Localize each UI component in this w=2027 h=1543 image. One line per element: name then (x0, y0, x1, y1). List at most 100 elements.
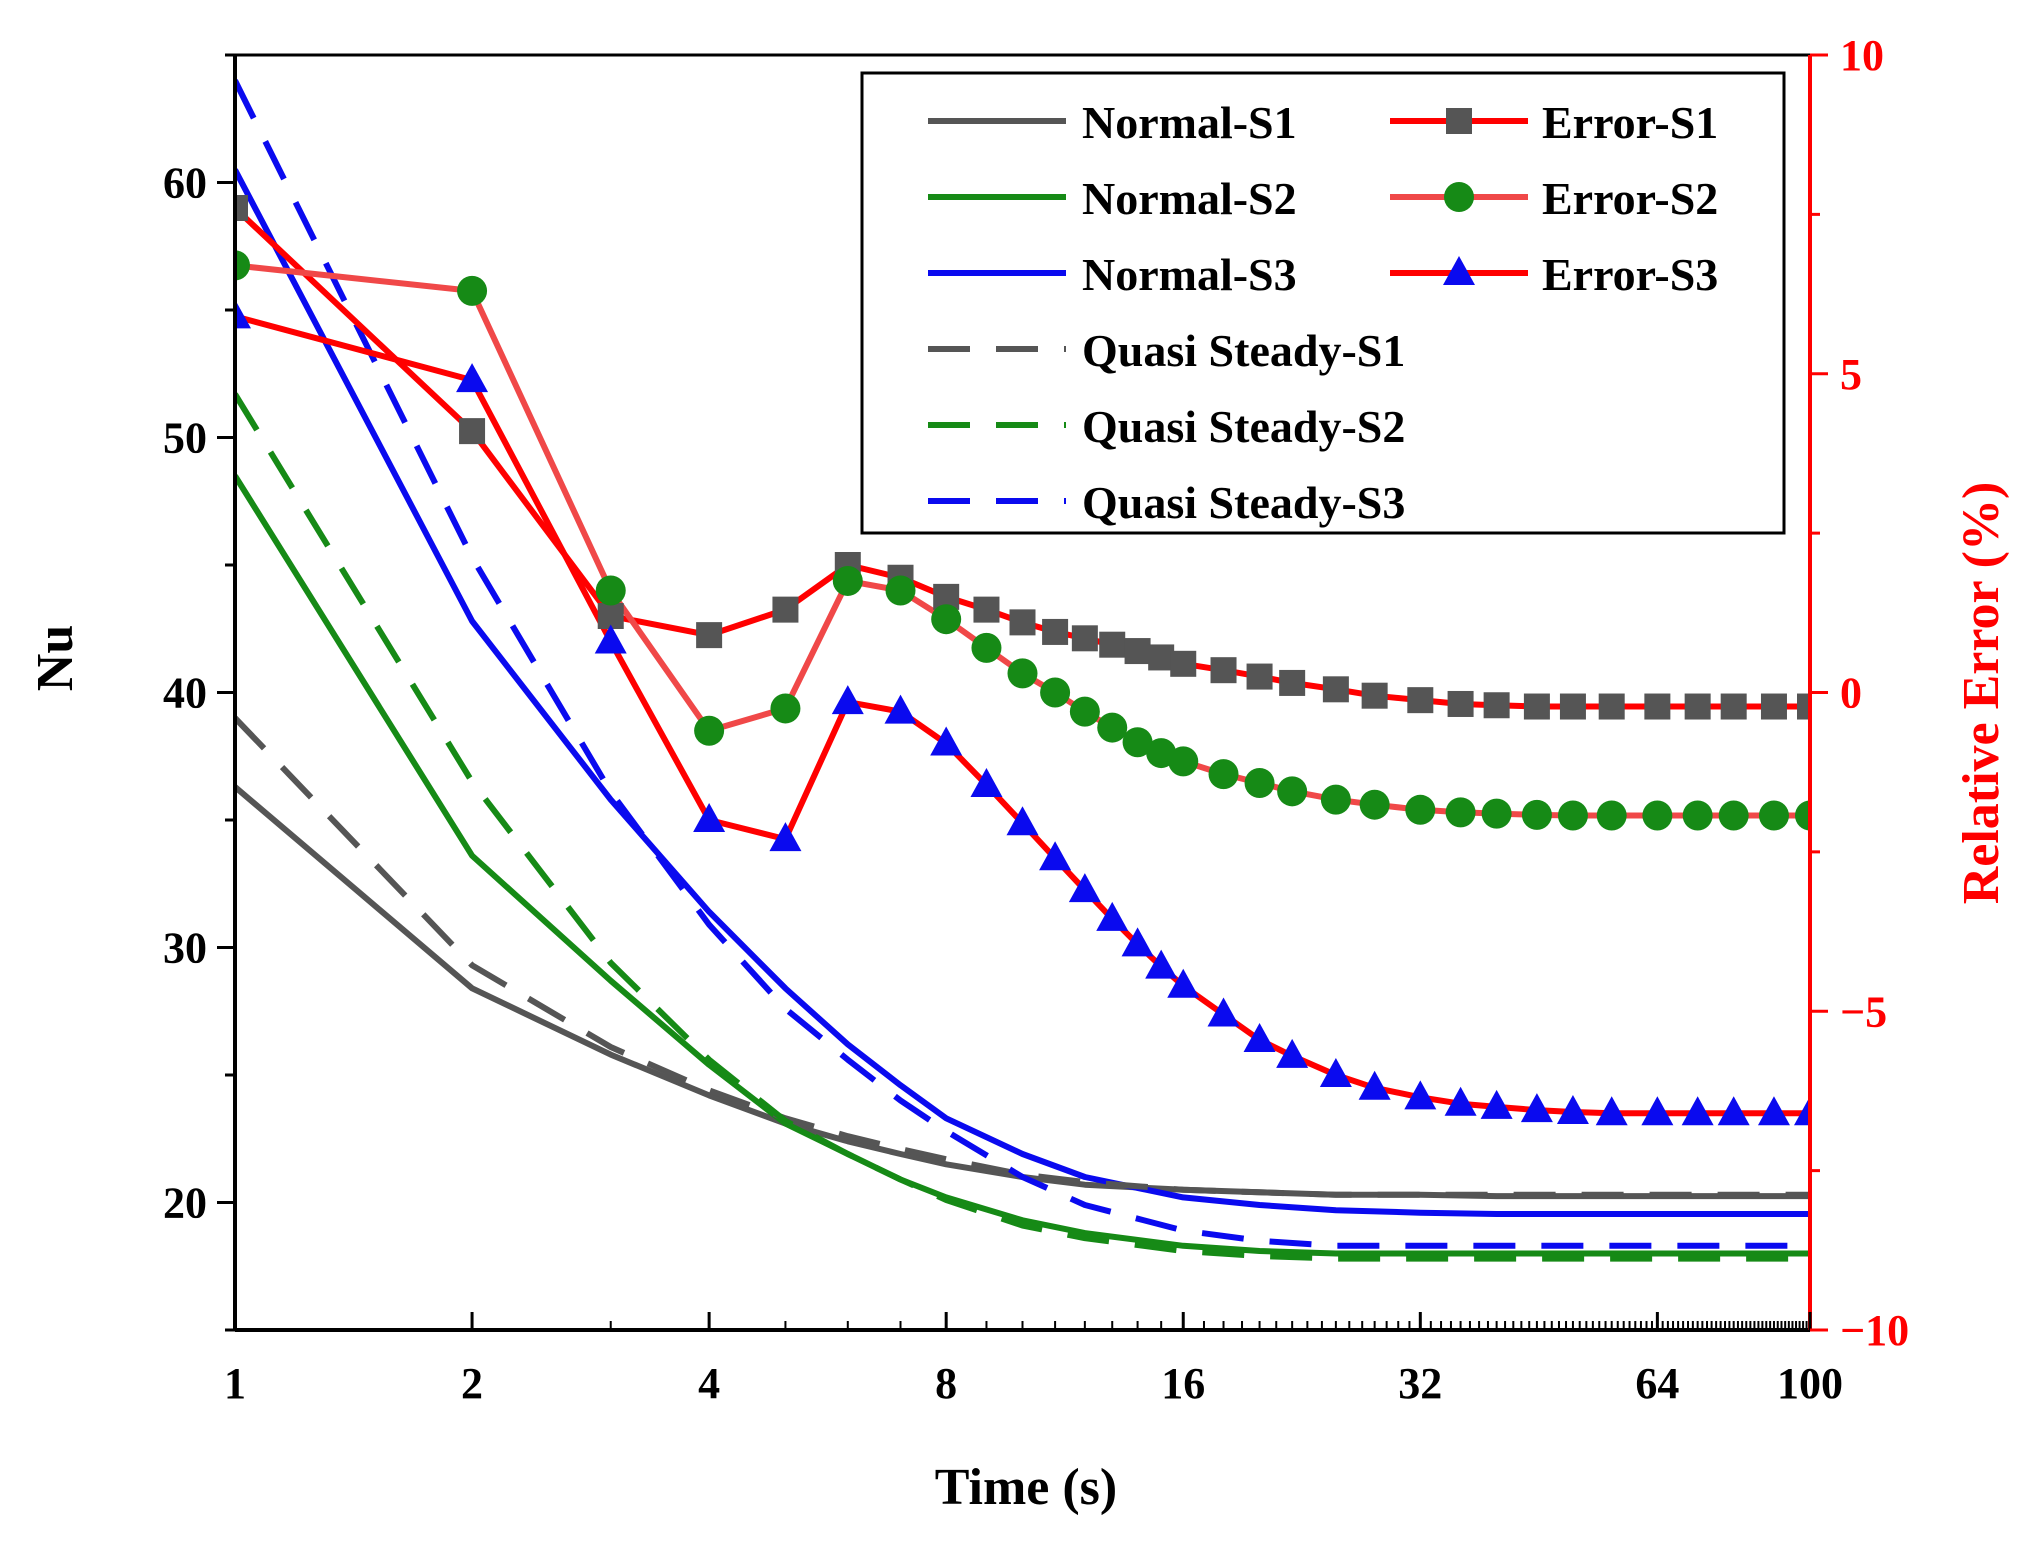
marker-error-s1 (1559, 693, 1586, 720)
y-axis-left-label: Nu (27, 625, 84, 691)
x-tick-label: 100 (1777, 1359, 1843, 1408)
marker-error-s3 (594, 624, 627, 654)
marker-error-s3 (1556, 1094, 1589, 1124)
marker-error-s3 (235, 299, 251, 329)
marker-error-s3 (693, 803, 726, 832)
legend-label: Quasi Steady-S1 (1082, 325, 1405, 376)
marker-error-s1 (1322, 676, 1349, 703)
axes: 1 2 4 8 16 32 64 100 20 30 40 50 60 −10 −5 0 5 10 (163, 31, 1909, 1408)
marker-error-s2 (971, 632, 1002, 663)
y-left-tick-label: 50 (163, 414, 207, 463)
legend-box (860, 71, 1786, 535)
legend-label: Error-S1 (1542, 97, 1718, 148)
marker-error-s2 (770, 693, 801, 724)
y-left-tick-label: 20 (163, 1179, 207, 1228)
marker-error-s2 (931, 604, 962, 635)
marker-error-s1 (1279, 669, 1306, 696)
marker-error-s1 (1523, 693, 1550, 720)
y-left-tick-label: 30 (163, 924, 207, 973)
marker-error-s2 (1122, 727, 1153, 758)
series-line-normal-s2 (235, 474, 1810, 1257)
marker-error-s3 (1006, 806, 1039, 836)
marker-error-s2 (1040, 677, 1071, 708)
marker-error-s1 (1099, 631, 1126, 658)
marker-error-s1 (1124, 638, 1151, 665)
marker-error-s2 (1718, 800, 1749, 831)
legend-marker (1443, 256, 1475, 285)
marker-error-s3 (1276, 1038, 1309, 1068)
marker-error-s1 (1148, 644, 1175, 671)
marker-error-s3 (1681, 1096, 1714, 1126)
y-right-tick-label: 5 (1840, 350, 1862, 399)
marker-error-s1 (1797, 693, 1810, 720)
y-left-tick-label: 40 (163, 669, 207, 718)
marker-error-s2 (1097, 712, 1128, 743)
legend-label: Normal-S2 (1082, 173, 1297, 224)
marker-error-s3 (884, 694, 917, 724)
series-markers (235, 195, 1810, 1126)
marker-error-s3 (1444, 1086, 1477, 1116)
marker-error-s1 (696, 622, 723, 649)
marker-error-s3 (831, 685, 864, 715)
legend-label: Quasi Steady-S3 (1082, 477, 1405, 528)
marker-error-s2 (1168, 746, 1199, 777)
marker-error-s2 (1795, 800, 1810, 831)
legend-label: Error-S3 (1542, 249, 1718, 300)
marker-error-s3 (1794, 1096, 1810, 1126)
legend-label: Quasi Steady-S2 (1082, 401, 1405, 452)
marker-error-s3 (1039, 841, 1072, 871)
series-line-quasi-steady-s2 (235, 392, 1810, 1262)
marker-error-s3 (769, 822, 802, 852)
marker-error-s2 (1758, 800, 1789, 831)
marker-error-s1 (1684, 693, 1711, 720)
y-axis-right-label: Relative Error (%) (1953, 482, 2010, 905)
series-line-normal-s3 (235, 168, 1810, 1217)
series-line-quasi-steady-s3 (235, 79, 1810, 1249)
marker-error-s1 (1720, 693, 1747, 720)
marker-error-s2 (595, 575, 626, 606)
x-tick-label: 1 (224, 1359, 246, 1408)
marker-error-s2 (1642, 800, 1673, 831)
x-tick-label: 64 (1635, 1359, 1679, 1408)
marker-error-s1 (1598, 693, 1625, 720)
legend-marker (1446, 108, 1472, 134)
marker-error-s2 (1320, 784, 1351, 815)
series-line-normal-s1 (235, 784, 1810, 1200)
marker-error-s1 (1361, 682, 1388, 709)
marker-error-s3 (1096, 901, 1129, 931)
marker-error-s1 (1042, 618, 1069, 645)
marker-error-s2 (1682, 800, 1713, 831)
marker-error-s3 (1121, 927, 1154, 957)
marker-error-s3 (1595, 1096, 1628, 1126)
marker-error-s1 (973, 596, 1000, 623)
marker-error-s3 (456, 363, 489, 393)
marker-error-s3 (1520, 1093, 1553, 1123)
marker-error-s1 (772, 596, 799, 623)
legend-label: Error-S2 (1542, 173, 1718, 224)
y-left-tick-label: 60 (163, 159, 207, 208)
marker-error-s2 (1208, 759, 1239, 790)
marker-error-s3 (1068, 873, 1101, 903)
marker-error-s3 (1243, 1022, 1276, 1052)
marker-error-s3 (1207, 997, 1240, 1027)
marker-error-s2 (832, 565, 863, 596)
legend-label: Normal-S1 (1082, 97, 1297, 148)
marker-error-s1 (1071, 625, 1098, 652)
marker-error-s2 (1244, 768, 1275, 799)
marker-error-s1 (1760, 693, 1787, 720)
marker-error-s2 (1405, 794, 1436, 825)
marker-error-s2 (1557, 800, 1588, 831)
legend: Normal-S1 Normal-S2 Normal-S3 Quasi Steady-… (860, 71, 1786, 535)
marker-error-s3 (1167, 968, 1200, 998)
marker-error-s3 (1757, 1096, 1790, 1126)
marker-error-s3 (1404, 1080, 1437, 1110)
legend-marker (1444, 182, 1474, 212)
y-right-tick-label: 0 (1840, 669, 1862, 718)
marker-error-s2 (1521, 799, 1552, 830)
marker-error-s2 (1359, 789, 1390, 820)
x-tick-label: 2 (461, 1359, 483, 1408)
marker-error-s3 (970, 767, 1003, 797)
marker-error-s2 (457, 275, 488, 306)
marker-error-s2 (1007, 658, 1038, 689)
